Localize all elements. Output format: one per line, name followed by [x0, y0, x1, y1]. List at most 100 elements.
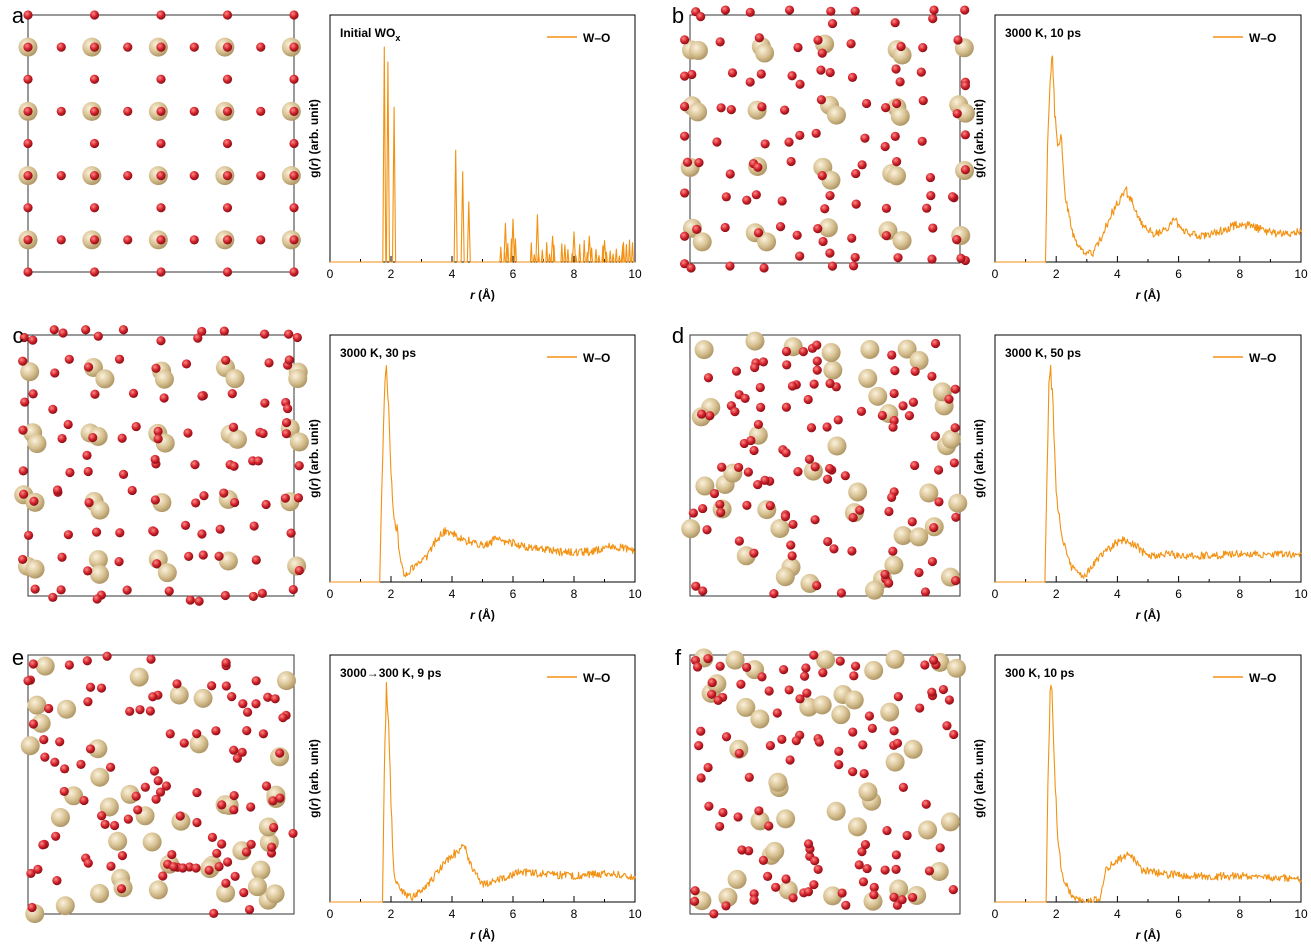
rdf-plot-f: 0 2 4 6 8 10 r (Å) g(r) (arb. unit) 300 K, 10 ps…: [972, 654, 1308, 942]
oxygen-atom: [222, 171, 233, 181]
tungsten-atom: [90, 767, 110, 787]
oxygen-atom: [703, 762, 713, 773]
oxygen-atom: [694, 741, 704, 751]
y-axis-label: g(r) (arb. unit): [972, 419, 986, 498]
tungsten-atom: [946, 658, 966, 678]
oxygen-atom: [823, 536, 833, 547]
oxygen-atom: [159, 393, 169, 403]
oxygen-atom: [893, 253, 903, 263]
oxygen-atom: [721, 732, 732, 742]
oxygen-atom: [680, 231, 690, 241]
oxygen-atom: [860, 133, 870, 143]
x-tick-label: 8: [1236, 267, 1243, 281]
oxygen-atom: [907, 517, 917, 527]
oxygen-atom: [48, 592, 58, 602]
oxygen-atom: [123, 814, 133, 824]
oxygen-atom: [904, 411, 915, 421]
oxygen-atom: [211, 726, 221, 736]
y-axis-label: g(r) (arb. unit): [972, 99, 986, 178]
tungsten-atom: [688, 41, 708, 61]
x-tick-label: 4: [1114, 907, 1121, 921]
oxygen-atom: [877, 410, 887, 421]
oxygen-atom: [861, 98, 872, 109]
oxygen-atom: [221, 681, 231, 691]
oxygen-atom: [185, 595, 195, 605]
oxygen-atom: [869, 882, 879, 892]
oxygen-atom: [238, 699, 248, 709]
oxygen-atom: [288, 828, 298, 839]
oxygen-atom: [222, 857, 233, 867]
oxygen-atom: [749, 895, 759, 905]
oxygen-atom: [220, 590, 230, 601]
tungsten-atom: [216, 883, 236, 903]
oxygen-atom: [23, 171, 33, 181]
oxygen-atom: [960, 130, 971, 140]
oxygen-atom: [38, 840, 48, 850]
tungsten-atom: [816, 650, 836, 670]
x-tick-label: 4: [449, 267, 456, 281]
oxygen-atom: [754, 33, 764, 43]
oxygen-atom: [867, 723, 877, 733]
oxygen-atom: [949, 729, 959, 740]
tungsten-atom: [948, 493, 968, 513]
oxygen-atom: [181, 359, 192, 369]
x-tick-label: 6: [510, 267, 517, 281]
oxygen-atom: [26, 868, 36, 879]
oxygen-atom: [18, 466, 28, 476]
oxygen-atom: [123, 42, 133, 52]
oxygen-atom: [896, 41, 906, 52]
oxygen-atom: [123, 106, 133, 116]
oxygen-atom: [703, 654, 713, 664]
oxygen-atom: [754, 806, 764, 816]
oxygen-atom: [763, 871, 773, 881]
oxygen-atom: [803, 887, 814, 897]
tungsten-atom: [775, 567, 795, 587]
oxygen-atom: [197, 326, 207, 337]
oxygen-atom: [746, 435, 756, 446]
tungsten-atom: [821, 343, 841, 363]
oxygen-atom: [84, 497, 94, 508]
oxygen-atom: [825, 463, 835, 474]
x-tick-label: 6: [510, 907, 517, 921]
oxygen-atom: [19, 489, 29, 499]
oxygen-atom: [183, 428, 193, 438]
oxygen-atom: [18, 356, 28, 366]
oxygen-atom: [153, 776, 163, 786]
oxygen-atom: [156, 203, 166, 213]
tungsten-atom: [903, 739, 923, 759]
oxygen-atom: [680, 101, 690, 112]
condition-label: 3000→300 K, 9 ps: [340, 666, 442, 680]
oxygen-atom: [56, 585, 66, 595]
simulation-cell: [689, 334, 961, 597]
oxygen-atom: [859, 768, 869, 779]
tungsten-atom: [770, 518, 790, 538]
x-tick-label: 6: [1175, 907, 1182, 921]
oxygen-atom: [199, 491, 209, 501]
oxygen-atom: [786, 156, 796, 167]
oxygen-atom: [934, 497, 944, 507]
oxygen-atom: [189, 171, 199, 181]
oxygen-atom: [925, 172, 936, 183]
x-tick-label: 0: [327, 267, 334, 281]
oxygen-atom: [221, 878, 231, 888]
oxygen-atom: [753, 228, 764, 238]
oxygen-atom: [949, 458, 959, 468]
x-axis-label: r (Å): [470, 607, 495, 622]
oxygen-atom: [755, 382, 765, 393]
oxygen-atom: [785, 755, 795, 765]
oxygen-atom: [696, 409, 707, 419]
condition-label: 300 K, 10 ps: [1005, 666, 1075, 680]
oxygen-atom: [757, 672, 767, 682]
oxygen-atom: [83, 566, 93, 576]
oxygen-atom: [864, 711, 875, 721]
oxygen-atom: [23, 235, 33, 245]
oxygen-atom: [164, 586, 174, 596]
oxygen-atom: [228, 422, 239, 432]
oxygen-atom: [848, 767, 858, 777]
oxygen-atom: [115, 528, 125, 538]
oxygen-atom: [33, 864, 43, 874]
oxygen-atom: [150, 495, 160, 505]
x-tick-label: 10: [628, 267, 642, 281]
oxygen-atom: [49, 325, 59, 335]
oxygen-atom: [898, 401, 908, 411]
